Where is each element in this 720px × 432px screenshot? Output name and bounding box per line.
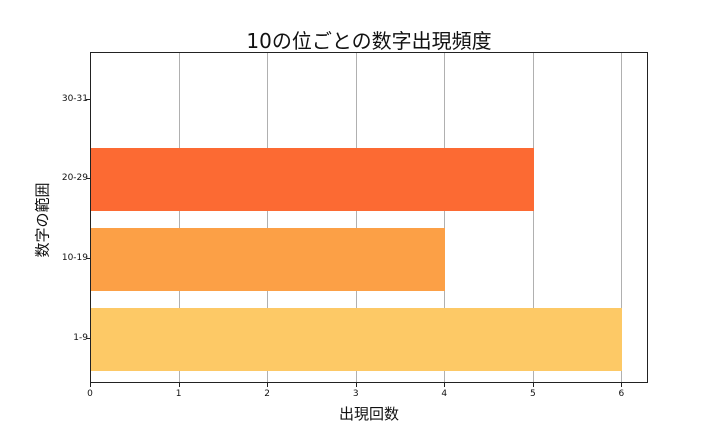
x-axis-label: 出現回数	[338, 405, 399, 423]
x-tick-label: 2	[264, 389, 271, 399]
x-tick-mark	[532, 383, 534, 387]
x-gridline	[355, 53, 357, 382]
plot-area	[90, 52, 648, 383]
y-axis-label: 数字の範囲	[33, 182, 52, 258]
y-tick-mark	[86, 258, 90, 259]
x-tick-mark	[621, 383, 623, 387]
x-gridline	[621, 53, 623, 382]
x-gridline	[178, 53, 180, 382]
y-tick-label: 30-31	[61, 94, 88, 104]
x-tick-mark	[355, 383, 357, 387]
y-tick-mark	[86, 178, 90, 179]
x-tick-label: 5	[529, 389, 536, 399]
x-tick-mark	[444, 383, 446, 387]
y-tick-mark	[86, 99, 90, 100]
x-tick-label: 6	[618, 389, 625, 399]
y-tick-mark	[86, 338, 90, 339]
y-tick-label: 1-9	[73, 333, 88, 343]
x-tick-mark	[90, 383, 91, 387]
y-tick-label: 10-19	[61, 253, 88, 263]
x-gridline	[532, 53, 534, 382]
x-gridline	[267, 53, 269, 382]
x-gridline	[444, 53, 446, 382]
x-tick-mark	[178, 383, 180, 387]
bar-1-9	[91, 307, 623, 371]
bar-20-29	[91, 147, 534, 211]
x-tick-label: 1	[175, 389, 182, 399]
x-tick-label: 4	[441, 389, 448, 399]
x-tick-label: 0	[87, 389, 93, 399]
chart-title: 10の位ごとの数字出現頻度	[246, 29, 492, 53]
x-tick-label: 3	[352, 389, 359, 399]
x-tick-mark	[267, 383, 269, 387]
y-tick-label: 20-29	[61, 173, 88, 183]
bar-10-19	[91, 227, 446, 291]
